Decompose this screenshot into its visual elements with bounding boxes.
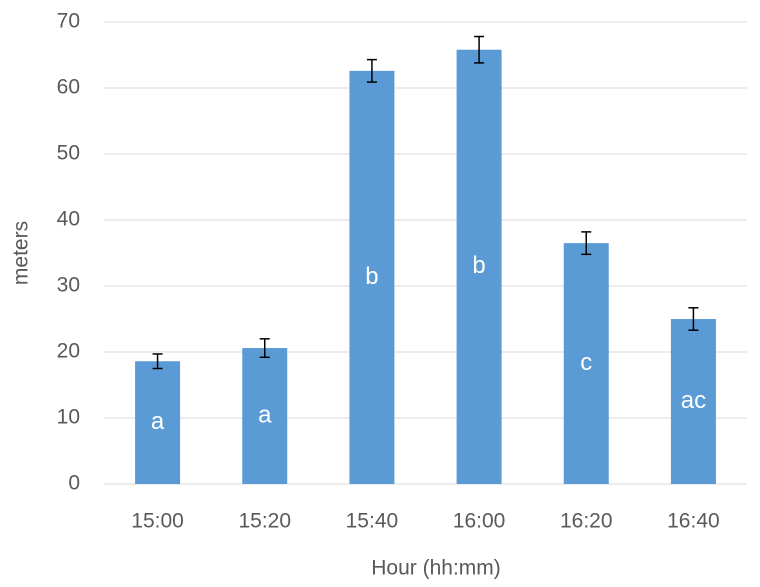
y-tick-label: 10 (57, 406, 80, 429)
error-bar (152, 353, 163, 370)
y-tick-label: 20 (57, 340, 80, 363)
x-tick-label: 15:00 (131, 510, 184, 533)
y-tick-label: 30 (57, 274, 80, 297)
group-label: ac (681, 387, 706, 414)
error-bar (366, 58, 377, 83)
y-tick-label: 40 (57, 208, 80, 231)
y-tick-label: 0 (68, 472, 80, 495)
group-label: b (365, 263, 378, 290)
error-bar (581, 231, 592, 256)
x-axis-label: Hour (hh:mm) (371, 557, 501, 580)
error-bar (688, 307, 699, 331)
error-bar (259, 338, 270, 359)
x-tick-label: 15:40 (346, 510, 399, 533)
x-tick-label: 15:20 (238, 510, 291, 533)
x-tick-label: 16:20 (560, 510, 613, 533)
bar (670, 319, 716, 484)
group-label: a (258, 401, 272, 428)
bar (563, 243, 609, 484)
y-axis-label: meters (10, 221, 33, 285)
x-tick-label: 16:40 (667, 510, 720, 533)
group-label: a (151, 408, 165, 435)
y-tick-label: 60 (57, 76, 80, 99)
bar (349, 70, 395, 484)
y-tick-label: 70 (57, 10, 80, 33)
group-label: c (580, 349, 592, 376)
group-label: b (472, 252, 485, 279)
error-bar (474, 35, 485, 64)
x-tick-label: 16:00 (453, 510, 506, 533)
bar (135, 361, 181, 484)
bar (242, 348, 288, 484)
bar (456, 49, 502, 484)
y-tick-label: 50 (57, 142, 80, 165)
